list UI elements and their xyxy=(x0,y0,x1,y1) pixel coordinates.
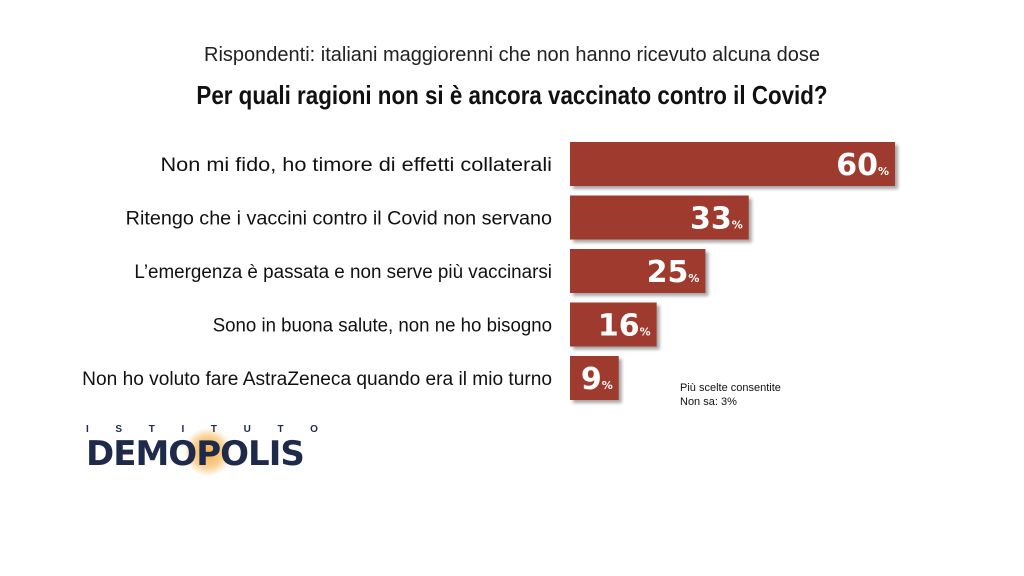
category-label: Ritengo che i vaccini contro il Covid no… xyxy=(126,209,552,230)
value-number: 33 xyxy=(690,202,732,237)
logo-sun-icon xyxy=(184,428,232,476)
logo-wordmark: DEMOPOLIS xyxy=(86,434,305,474)
chart-title: Per quali ragioni non si è ancora vaccin… xyxy=(196,80,828,110)
logo-letter: T xyxy=(148,424,155,435)
logo-letter: U xyxy=(243,424,251,435)
value-number: 60 xyxy=(836,148,878,183)
logo-letter: T xyxy=(210,424,217,435)
logo-letter: I xyxy=(86,424,89,435)
logo-wordmark-o: O xyxy=(168,434,197,474)
bar xyxy=(570,142,895,186)
logo-letter: O xyxy=(310,424,318,435)
value-number: 9 xyxy=(581,362,602,397)
logo-letter: S xyxy=(115,424,123,435)
chart-subtitle: Rispondenti: italiani maggiorenni che no… xyxy=(204,44,820,66)
category-label: Non ho voluto fare AstraZeneca quando er… xyxy=(82,369,552,390)
value-unit: % xyxy=(640,326,651,339)
value-unit: % xyxy=(732,219,743,232)
bar xyxy=(570,195,749,240)
value-label: 60% xyxy=(836,148,889,183)
bar xyxy=(570,356,619,400)
category-label: L’emergenza è passata e non serve più va… xyxy=(134,262,552,283)
logo-wordmark-part1: DEM xyxy=(86,434,169,474)
value-number: 16 xyxy=(598,309,640,344)
value-unit: % xyxy=(878,165,889,178)
value-label: 9% xyxy=(581,362,613,397)
logo-letter: I xyxy=(181,424,185,435)
value-unit: % xyxy=(688,272,699,285)
logo-letter: T xyxy=(277,424,284,435)
value-label: 33% xyxy=(690,202,743,237)
note-dont-know: Non sa: 3% xyxy=(680,396,737,408)
value-unit: % xyxy=(602,379,613,392)
bar xyxy=(570,249,706,293)
category-label: Sono in buona salute, non ne ho bisogno xyxy=(213,316,552,337)
value-label: 25% xyxy=(647,255,700,290)
bar xyxy=(570,302,657,347)
logo-wordmark-part2: POLIS xyxy=(196,434,305,474)
note-multiple-choice: Più scelte consentite xyxy=(680,382,781,394)
value-label: 16% xyxy=(598,309,651,344)
category-label: Non mi fido, ho timore di effetti collat… xyxy=(161,155,553,176)
value-number: 25 xyxy=(647,255,689,290)
